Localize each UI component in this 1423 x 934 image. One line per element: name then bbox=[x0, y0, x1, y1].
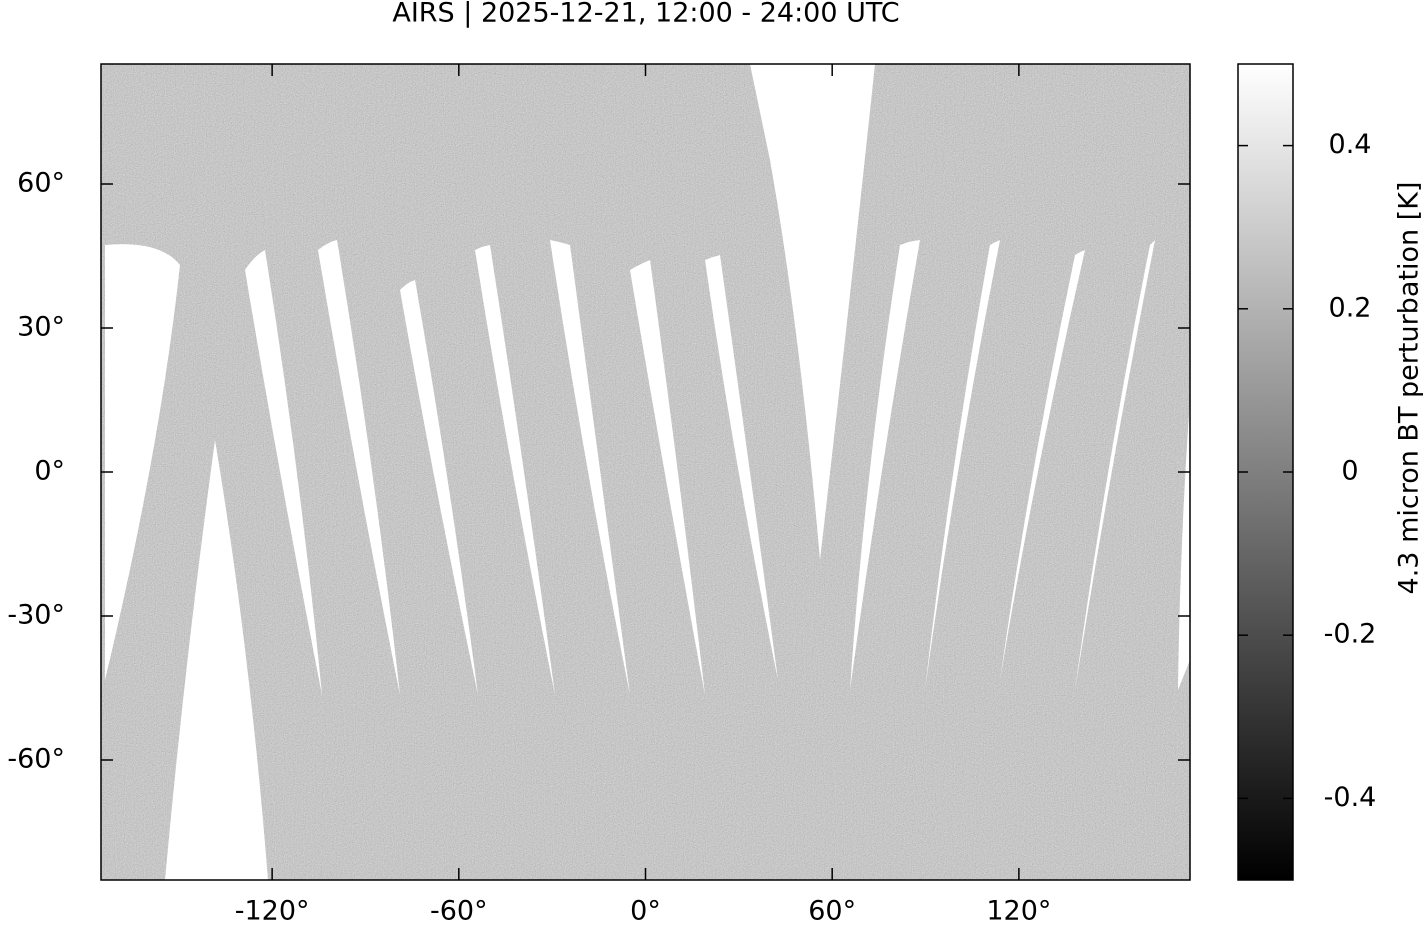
map-field bbox=[101, 64, 1190, 880]
y-tick-label: 30° bbox=[17, 312, 65, 343]
x-tick-label: -60° bbox=[430, 896, 488, 927]
chart-title: AIRS | 2025-12-21, 12:00 - 24:00 UTC bbox=[392, 0, 899, 29]
colorbar-tick-label: -0.2 bbox=[1324, 619, 1377, 650]
y-tick-label: 60° bbox=[17, 168, 65, 199]
x-tick-label: 0° bbox=[630, 896, 661, 927]
x-tick-label: 60° bbox=[808, 896, 856, 927]
colorbar-tick-label: -0.4 bbox=[1324, 782, 1377, 813]
x-tick-label: 120° bbox=[986, 896, 1051, 927]
colorbar-tick-label: 0 bbox=[1341, 456, 1358, 487]
y-tick-label: 0° bbox=[34, 456, 65, 487]
colorbar-label: 4.3 micron BT perturbation [K] bbox=[1394, 182, 1423, 595]
colorbar-tick-label: 0.4 bbox=[1329, 129, 1372, 160]
colorbar-tick-label: 0.2 bbox=[1329, 292, 1372, 323]
y-tick-label: -30° bbox=[7, 600, 65, 631]
perturbation-field bbox=[101, 64, 1190, 880]
x-tick-label: -120° bbox=[235, 896, 310, 927]
y-tick-label: -60° bbox=[7, 744, 65, 775]
